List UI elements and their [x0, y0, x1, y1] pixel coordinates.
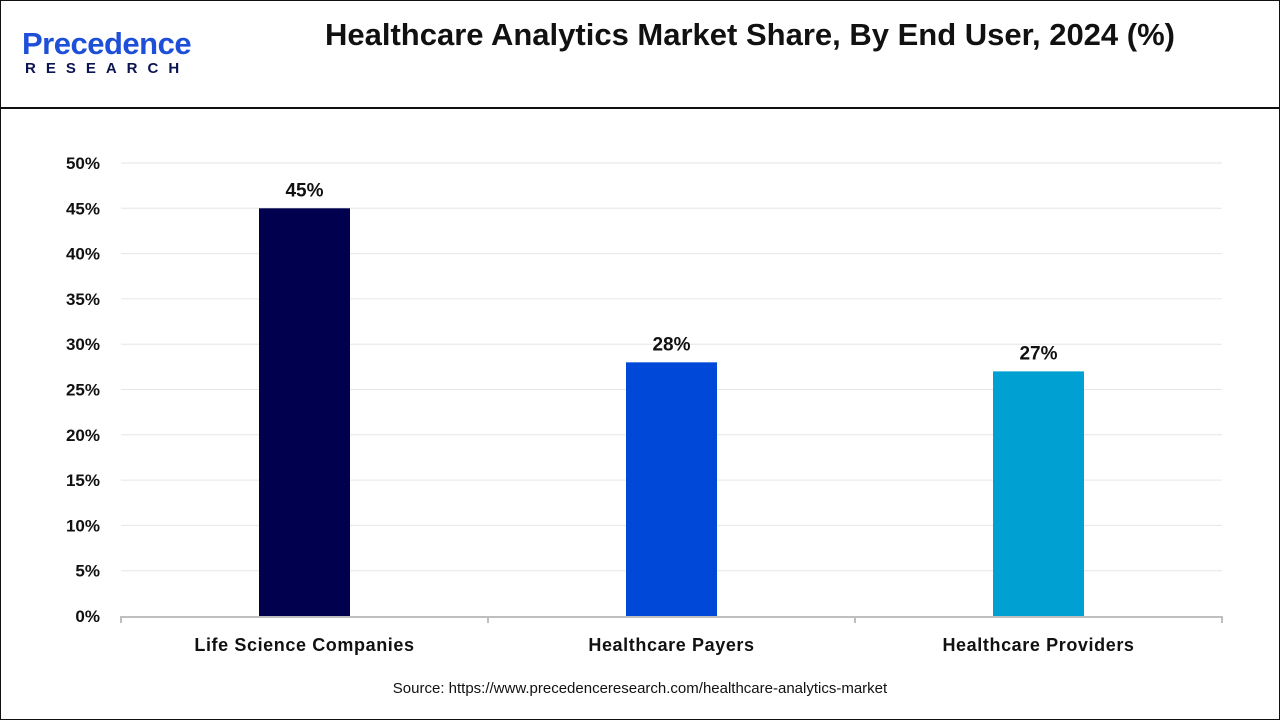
logo-subtitle: RESEARCH: [25, 60, 190, 77]
chart-title: Healthcare Analytics Market Share, By En…: [324, 17, 1175, 52]
y-tick-label: 30%: [66, 335, 100, 354]
data-label: 45%: [285, 180, 323, 201]
data-label: 28%: [652, 334, 690, 355]
y-tick-label: 0%: [75, 607, 100, 626]
y-tick-label: 50%: [66, 154, 100, 173]
y-tick-label: 10%: [66, 516, 100, 535]
x-tick-label: Life Science Companies: [194, 635, 414, 655]
y-tick-label: 15%: [66, 471, 100, 490]
y-tick-label: 20%: [66, 426, 100, 445]
x-tick-label: Healthcare Providers: [942, 635, 1134, 655]
logo-wordmark: Precedence: [22, 26, 192, 61]
y-tick-label: 5%: [75, 562, 100, 581]
bar: [259, 208, 350, 617]
y-tick-label: 35%: [66, 290, 100, 309]
y-tick-label: 25%: [66, 381, 100, 400]
y-tick-label: 40%: [66, 245, 100, 264]
data-label: 27%: [1019, 343, 1057, 364]
header: Precedence RESEARCH Healthcare Analytics…: [0, 0, 1280, 109]
bar: [993, 371, 1084, 616]
x-tick-label: Healthcare Payers: [588, 635, 754, 655]
source-note: Source: https://www.precedenceresearch.c…: [392, 680, 888, 697]
precedence-research-logo: Precedence RESEARCH: [22, 28, 222, 83]
bar: [626, 362, 717, 616]
y-tick-label: 45%: [66, 199, 100, 218]
